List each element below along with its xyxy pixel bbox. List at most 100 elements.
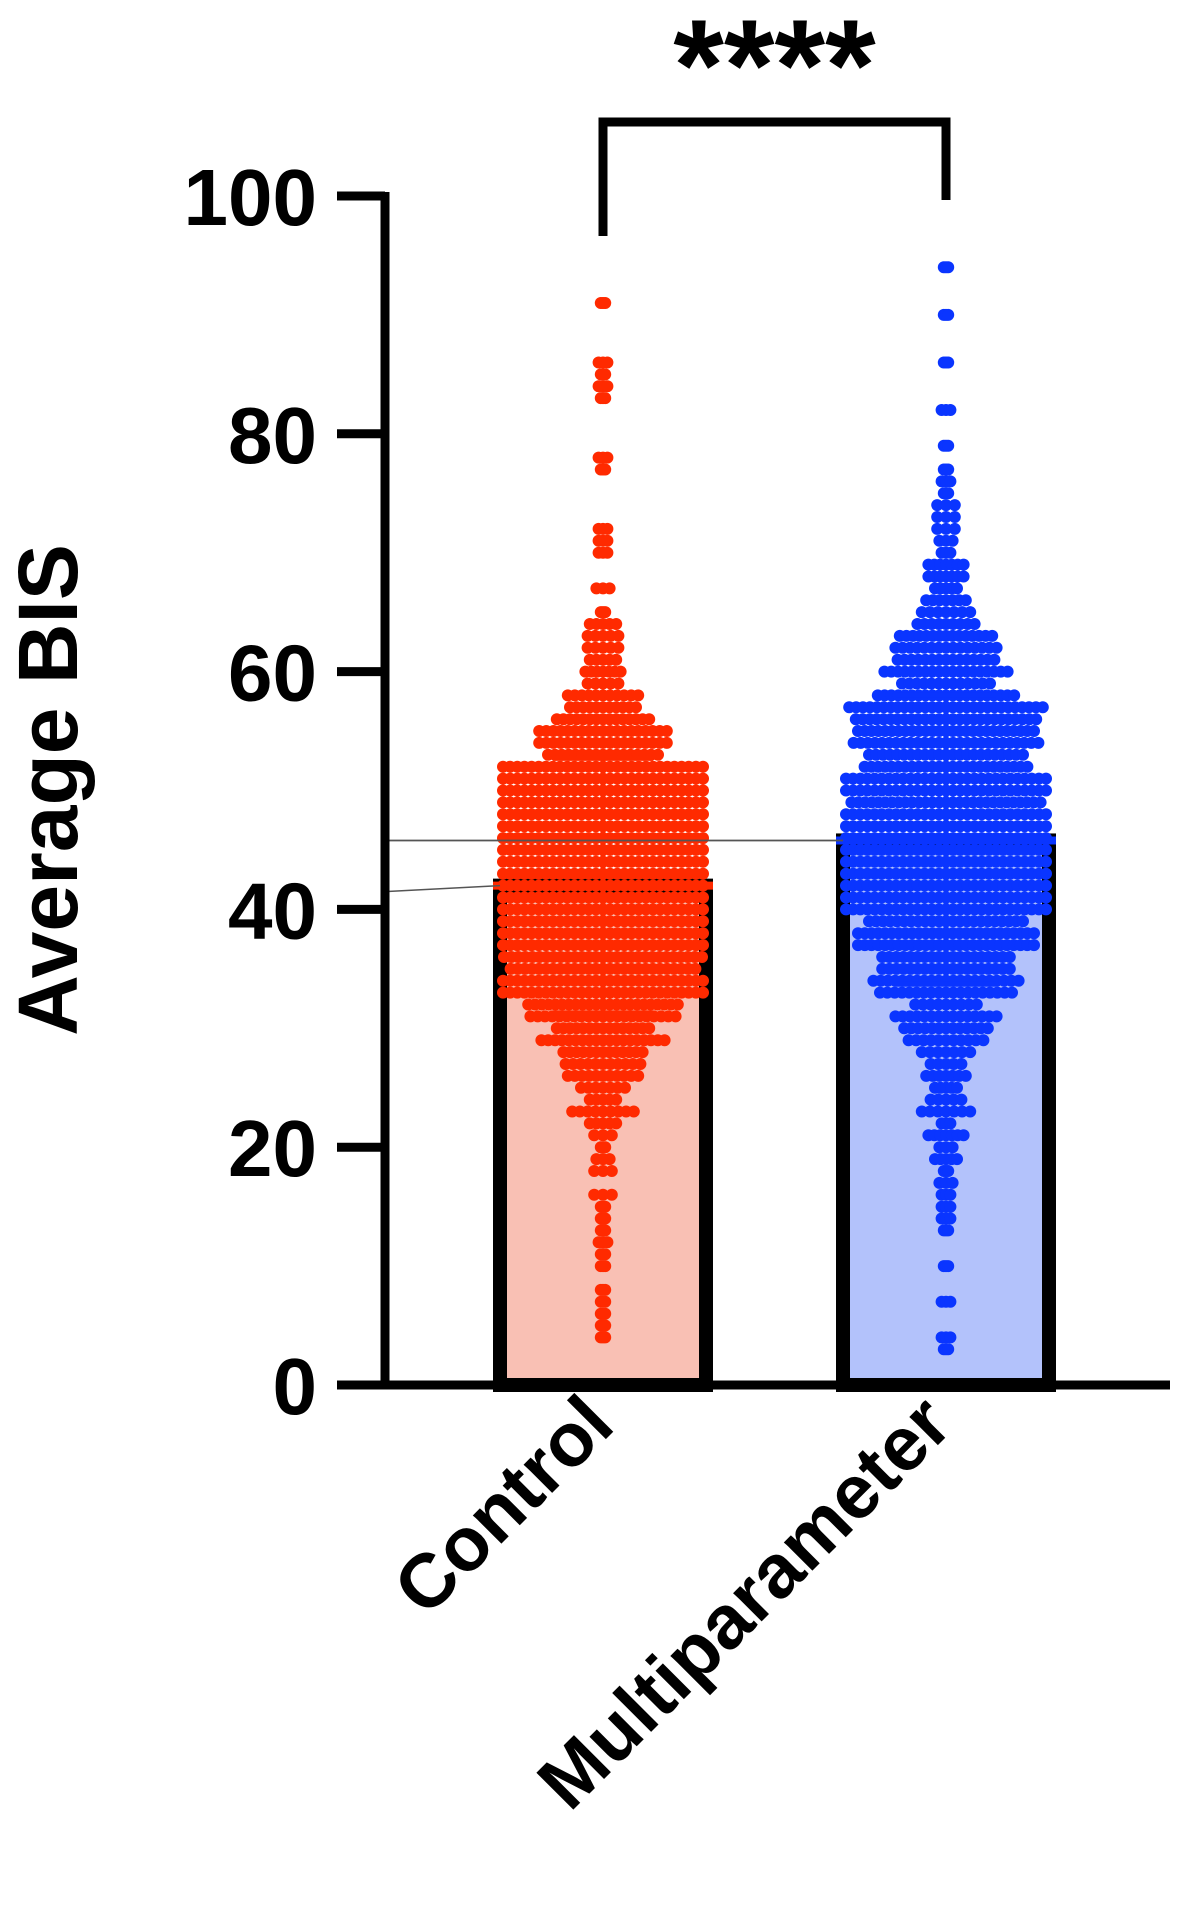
data-point-control (599, 1319, 612, 1332)
data-point-control (599, 606, 612, 619)
data-point-multiparameter (1008, 689, 1021, 702)
data-point-control (697, 974, 709, 987)
data-point-multiparameter (942, 463, 955, 476)
data-point-multiparameter (1040, 820, 1052, 833)
y-tick-label: 0 (273, 1342, 318, 1431)
data-point-control (619, 1081, 631, 1094)
data-point-multiparameter (951, 1153, 963, 1166)
data-point-control (601, 451, 614, 464)
data-point-multiparameter (986, 629, 999, 642)
data-point-multiparameter (990, 641, 1003, 654)
data-point-multiparameter (944, 1295, 957, 1308)
data-point-multiparameter (1040, 772, 1052, 785)
data-point-control (643, 1022, 656, 1035)
data-point-control (599, 463, 612, 476)
data-point-multiparameter (944, 546, 957, 559)
data-point-control (599, 1141, 612, 1154)
data-point-multiparameter (1001, 665, 1014, 678)
data-point-multiparameter (984, 677, 996, 690)
data-point-control (689, 962, 702, 975)
data-point-control (697, 939, 709, 952)
data-point-control (697, 832, 709, 845)
data-point-multiparameter (964, 1105, 977, 1118)
data-point-multiparameter (942, 1260, 955, 1273)
data-point-multiparameter (957, 558, 970, 571)
data-point-control (697, 784, 709, 797)
data-point-multiparameter (1040, 843, 1052, 856)
data-point-multiparameter (1040, 903, 1052, 916)
data-point-control (660, 736, 673, 749)
data-point-control (588, 1129, 601, 1142)
data-point-control (697, 915, 709, 928)
data-point-multiparameter (964, 1046, 977, 1059)
data-point-control (627, 1105, 640, 1118)
data-point-multiparameter (944, 1117, 957, 1130)
data-point-multiparameter (1034, 796, 1047, 809)
data-point-control (599, 1331, 612, 1344)
data-point-control (603, 582, 616, 595)
data-point-control (632, 689, 645, 702)
data-point-multiparameter (1040, 784, 1052, 797)
data-point-multiparameter (1040, 867, 1052, 880)
data-point-multiparameter (1003, 962, 1016, 975)
error-bars-layer (493, 692, 1056, 1016)
data-point-multiparameter (946, 1176, 959, 1189)
points-layer (497, 261, 1052, 1356)
data-point-control (671, 998, 684, 1011)
data-point-multiparameter (1040, 808, 1052, 821)
y-tick-label: 20 (228, 1104, 317, 1193)
data-point-control (660, 725, 673, 737)
data-point-multiparameter (944, 1188, 957, 1201)
data-point-multiparameter (977, 1034, 990, 1047)
data-point-multiparameter (1040, 879, 1052, 892)
data-point-control (697, 843, 709, 856)
data-point-multiparameter (944, 1212, 957, 1225)
data-point-multiparameter (955, 1093, 968, 1106)
y-tick-label: 80 (228, 391, 317, 480)
data-point-control (697, 855, 709, 868)
data-point-control (610, 653, 623, 666)
data-point-multiparameter (988, 653, 1001, 666)
data-point-multiparameter (1017, 748, 1029, 761)
data-point-multiparameter (1021, 760, 1034, 773)
data-point-multiparameter (968, 618, 981, 630)
data-point-control (697, 927, 709, 940)
data-point-multiparameter (940, 499, 952, 512)
data-point-multiparameter (959, 1069, 972, 1082)
data-point-control (612, 641, 625, 654)
data-point-control (697, 760, 709, 773)
data-point-control (658, 1034, 671, 1047)
significance-layer: **** (598, 0, 951, 236)
data-point-control (610, 618, 623, 630)
data-point-control (599, 392, 612, 405)
data-point-control (697, 867, 709, 880)
data-point-control (669, 1010, 682, 1023)
data-point-control (601, 380, 614, 393)
data-point-control (652, 748, 664, 761)
data-point-control (599, 1307, 612, 1320)
data-point-multiparameter (944, 1200, 957, 1213)
data-point-control (697, 903, 709, 916)
data-point-multiparameter (990, 1010, 1003, 1023)
category-label-control: Control (378, 1380, 629, 1631)
data-point-multiparameter (1040, 855, 1052, 868)
data-point-multiparameter (1030, 713, 1043, 726)
data-point-multiparameter (942, 356, 955, 369)
data-point-control (636, 1046, 649, 1059)
data-point-control (697, 772, 709, 785)
data-point-control (597, 1165, 609, 1177)
data-point-control (697, 796, 709, 809)
data-point-control (612, 677, 625, 690)
data-point-multiparameter (946, 1141, 959, 1154)
data-point-multiparameter (957, 570, 970, 583)
data-point-multiparameter (944, 404, 957, 416)
data-point-multiparameter (1040, 891, 1052, 904)
data-point-control (597, 1129, 609, 1142)
y-axis-title: Average BIS (1, 544, 95, 1036)
data-point-multiparameter (1028, 927, 1040, 940)
significance-label: **** (673, 0, 876, 138)
data-point-multiparameter (931, 522, 944, 535)
data-point-multiparameter (948, 522, 961, 535)
